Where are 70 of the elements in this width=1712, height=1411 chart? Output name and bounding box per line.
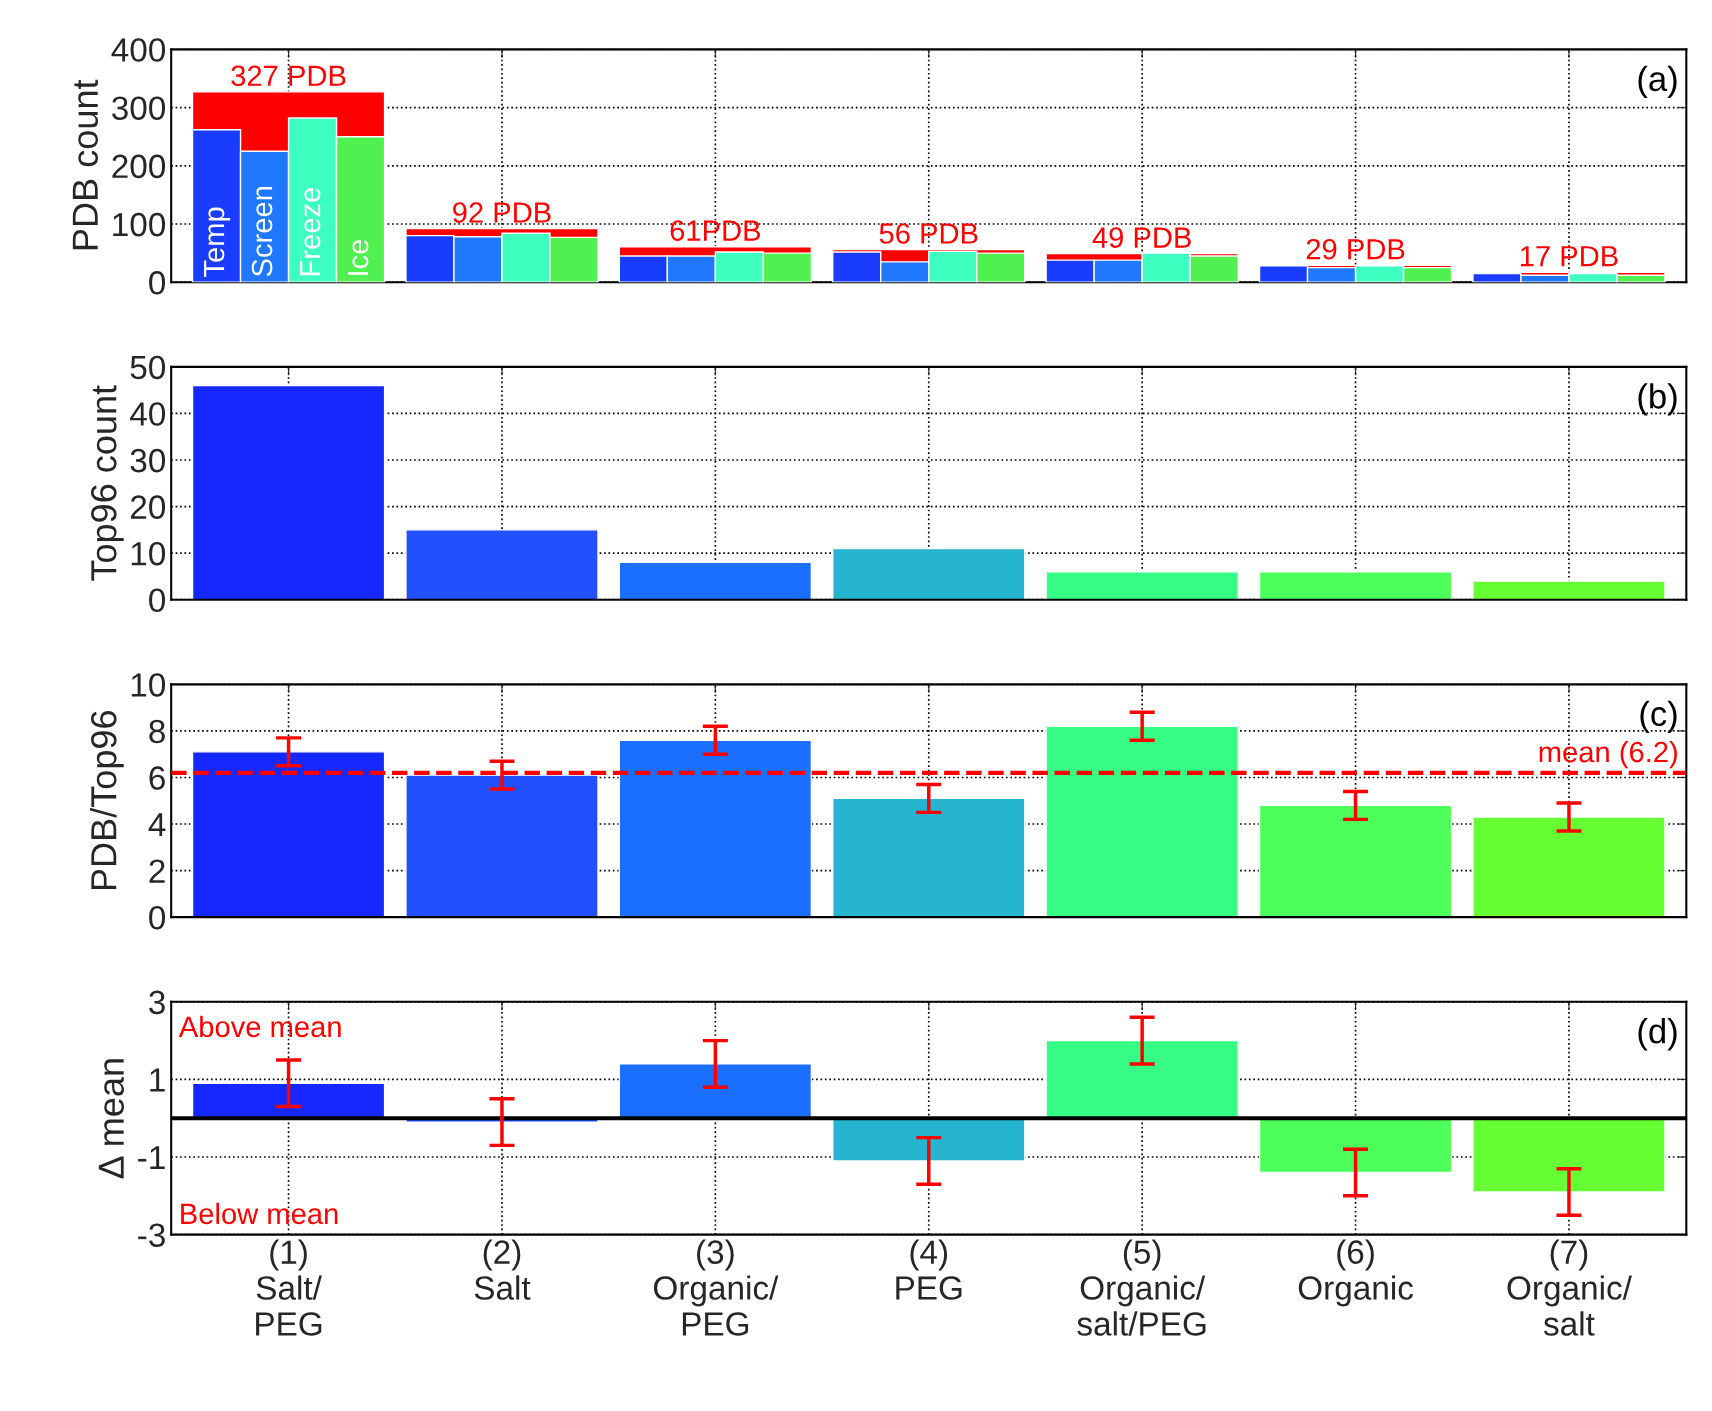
- data-label: 56 PDB: [879, 223, 978, 244]
- x-tick-label: (5) Organic/ salt/PEG: [1077, 1239, 1206, 1336]
- bar: [1045, 1039, 1239, 1119]
- bar: [1258, 1117, 1453, 1174]
- series-label: Temp: [204, 207, 231, 277]
- annotation: Above mean: [178, 1015, 341, 1038]
- bar: [405, 529, 599, 600]
- data-label: 17 PDB: [1520, 246, 1618, 267]
- y-tick-label: 400: [111, 38, 166, 62]
- annotation: (b): [1638, 383, 1677, 416]
- data-label: 61PDB: [670, 220, 761, 241]
- x-tick-label: (6) Organic: [1298, 1239, 1414, 1307]
- y-tick-label: 0: [149, 905, 166, 930]
- y-tick-label: 300: [112, 96, 166, 120]
- y-tick-label: 10: [131, 541, 166, 566]
- y-tick-label: 40: [130, 402, 166, 426]
- annotation: (a): [1638, 65, 1677, 99]
- series-label: Screen: [251, 187, 273, 277]
- series-label: Ice: [348, 239, 369, 275]
- y-axis-title: PDB count: [72, 79, 99, 250]
- bar: [405, 774, 599, 918]
- y-tick-label: 100: [113, 212, 166, 237]
- bar: [1472, 1117, 1666, 1193]
- annotation: (c): [1640, 700, 1677, 733]
- bar: [618, 561, 813, 600]
- y-tick-label: 10: [131, 673, 166, 697]
- y-tick-label: 200: [112, 154, 166, 179]
- bar: [832, 1117, 1026, 1162]
- y-tick-label: -1: [138, 1146, 165, 1170]
- y-axis-title: PDB/Top96: [90, 711, 124, 890]
- annotation: (d): [1638, 1018, 1677, 1051]
- bar: [191, 1082, 386, 1119]
- bar: [191, 751, 386, 918]
- bar: [1258, 571, 1453, 600]
- bar: [1258, 804, 1453, 918]
- y-tick-label: 8: [149, 719, 165, 744]
- y-tick-label: -3: [138, 1223, 165, 1248]
- y-axis-title: Top96 count: [91, 385, 124, 581]
- data-label: 29 PDB: [1306, 238, 1405, 260]
- y-tick-label: 4: [148, 813, 166, 837]
- series-label: Freeze: [300, 188, 321, 276]
- bar: [1045, 725, 1239, 918]
- data-label: 327 PDB: [231, 65, 346, 87]
- y-tick-label: 30: [130, 448, 166, 473]
- bar: [618, 1063, 813, 1119]
- data-label: 49 PDB: [1092, 227, 1191, 248]
- bar: [1045, 571, 1239, 600]
- y-tick-label: 20: [130, 495, 166, 519]
- bar: [191, 384, 386, 600]
- annotation: Below mean: [181, 1202, 338, 1225]
- y-tick-label: 1: [150, 1068, 165, 1092]
- y-tick-label: 2: [149, 859, 165, 883]
- bar: [1472, 816, 1666, 918]
- x-tick-label: (4) PEG: [896, 1239, 962, 1300]
- y-tick-label: 0: [149, 271, 166, 295]
- bar: [832, 547, 1026, 600]
- y-tick-label: 0: [149, 588, 166, 613]
- bar: [832, 797, 1026, 918]
- ref-line-label: mean (6.2): [1539, 740, 1677, 769]
- y-tick-label: 50: [130, 355, 166, 380]
- data-label: 92 PDB: [453, 202, 551, 223]
- y-tick-label: 3: [149, 990, 165, 1015]
- x-tick-label: (7) Organic/ salt: [1507, 1239, 1632, 1336]
- x-tick-label: (1) Salt/ PEG: [256, 1239, 322, 1336]
- bar: [618, 739, 813, 918]
- x-tick-label: (2) Salt: [474, 1239, 531, 1300]
- y-tick-label: 6: [149, 766, 165, 790]
- x-tick-label: (3) Organic/ PEG: [653, 1239, 779, 1336]
- y-axis-title: Δ mean: [98, 1059, 125, 1179]
- bar: [1472, 580, 1666, 600]
